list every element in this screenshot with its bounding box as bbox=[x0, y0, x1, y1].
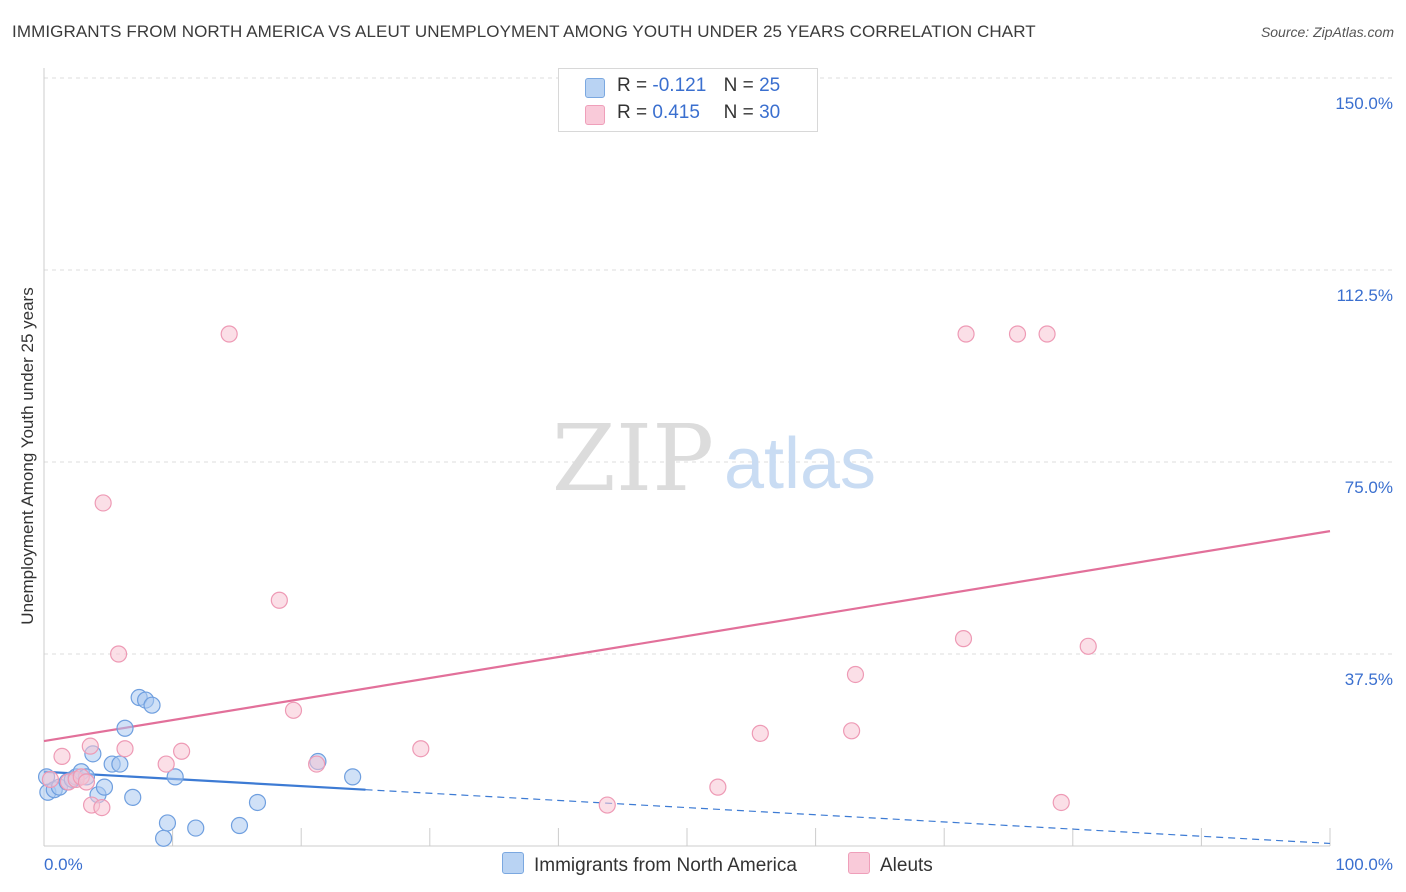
r-value: -0.121 bbox=[652, 75, 707, 96]
axes bbox=[43, 68, 1331, 847]
aleuts-point bbox=[270, 591, 288, 609]
n-value: 30 bbox=[759, 102, 781, 123]
r-label: R = bbox=[617, 102, 648, 123]
chart-title: IMMIGRANTS FROM NORTH AMERICA VS ALEUT U… bbox=[12, 22, 1036, 41]
immigrants-point bbox=[95, 778, 114, 796]
y-tick-label: 75.0% bbox=[1345, 478, 1393, 497]
aleuts-point bbox=[53, 747, 71, 766]
immigrants-point bbox=[344, 768, 362, 786]
aleuts-point bbox=[308, 755, 326, 773]
legend-swatch-pink bbox=[585, 105, 605, 125]
legend-swatch-blue bbox=[502, 852, 524, 874]
legend-stats: R = -0.121 N = 25 bbox=[617, 75, 780, 97]
n-label: N = bbox=[723, 75, 754, 96]
immigrants-point bbox=[116, 719, 134, 737]
source-label: Source: ZipAtlas.com bbox=[1260, 24, 1394, 40]
aleuts-point bbox=[157, 755, 175, 773]
immigrants-point bbox=[124, 788, 142, 806]
watermark-zip-text: ZIP bbox=[552, 405, 714, 512]
aleuts-point bbox=[77, 773, 96, 791]
legend-swatch-blue bbox=[585, 78, 605, 98]
y-tick-label: 37.5% bbox=[1345, 670, 1393, 689]
aleuts-point bbox=[709, 778, 727, 796]
trend-lines bbox=[43, 530, 1331, 845]
aleuts-point bbox=[1079, 637, 1097, 655]
aleuts-point bbox=[1052, 793, 1070, 812]
aleuts-point bbox=[81, 737, 99, 755]
immigrants-point bbox=[143, 696, 161, 714]
aleuts-point bbox=[957, 325, 975, 343]
legend-label: Immigrants from North America bbox=[534, 855, 797, 876]
aleuts-point bbox=[843, 722, 861, 740]
aleuts-point bbox=[598, 796, 616, 814]
n-label: N = bbox=[723, 102, 754, 123]
y-axis-title: Unemployment Among Youth under 25 years bbox=[18, 287, 37, 624]
r-value: 0.415 bbox=[652, 102, 700, 123]
immigrants-point bbox=[166, 768, 184, 786]
aleuts-trend-line bbox=[43, 530, 1331, 743]
legend-label: Aleuts bbox=[880, 855, 933, 876]
aleuts-point bbox=[41, 770, 60, 789]
immigrants-point bbox=[230, 816, 249, 835]
r-label: R = bbox=[617, 75, 648, 96]
y-tick-label: 112.5% bbox=[1337, 286, 1393, 305]
aleuts-point bbox=[751, 724, 769, 742]
aleuts-point bbox=[116, 740, 134, 758]
aleuts-point bbox=[412, 740, 430, 758]
legend-swatch-pink bbox=[848, 852, 870, 874]
watermark: ZIP atlas bbox=[552, 405, 876, 512]
bottom-legend-aleuts: Aleuts bbox=[848, 852, 933, 877]
data-points bbox=[37, 325, 1097, 847]
bottom-legend-immigrants: Immigrants from North America bbox=[502, 852, 797, 877]
aleuts-point bbox=[173, 742, 191, 760]
immigrants-point bbox=[158, 814, 177, 832]
legend-stats: R = 0.415 N = 30 bbox=[617, 102, 780, 124]
tick-labels: 37.5% 75.0% 112.5% 150.0% 0.0% 100.0% Unemploy… bbox=[18, 94, 1393, 874]
aleuts-point bbox=[109, 645, 128, 663]
aleuts-point bbox=[220, 325, 238, 343]
x-tick-label: 100.0% bbox=[1335, 855, 1393, 874]
aleuts-point bbox=[94, 494, 112, 512]
immigrants-point bbox=[111, 755, 129, 773]
aleuts-point bbox=[1038, 325, 1056, 343]
immigrants-trend-extension bbox=[365, 789, 1331, 845]
n-value: 25 bbox=[759, 75, 781, 96]
aleuts-point bbox=[284, 701, 303, 719]
aleuts-point bbox=[1008, 325, 1027, 343]
watermark-atlas-text: atlas bbox=[724, 424, 876, 504]
aleuts-point bbox=[93, 798, 111, 817]
gridlines bbox=[44, 77, 1392, 655]
aleuts-point bbox=[954, 630, 973, 648]
immigrants-point bbox=[187, 819, 205, 837]
aleuts-point bbox=[846, 665, 865, 684]
immigrants-point bbox=[154, 829, 173, 847]
y-tick-label: 150.0% bbox=[1335, 94, 1393, 113]
x-tick-label: 0.0% bbox=[44, 855, 83, 874]
immigrants-trend-line bbox=[43, 770, 366, 791]
correlation-legend: R = -0.121 N = 25 R = 0.415 N = 30 bbox=[558, 68, 818, 132]
immigrants-point bbox=[248, 793, 267, 812]
